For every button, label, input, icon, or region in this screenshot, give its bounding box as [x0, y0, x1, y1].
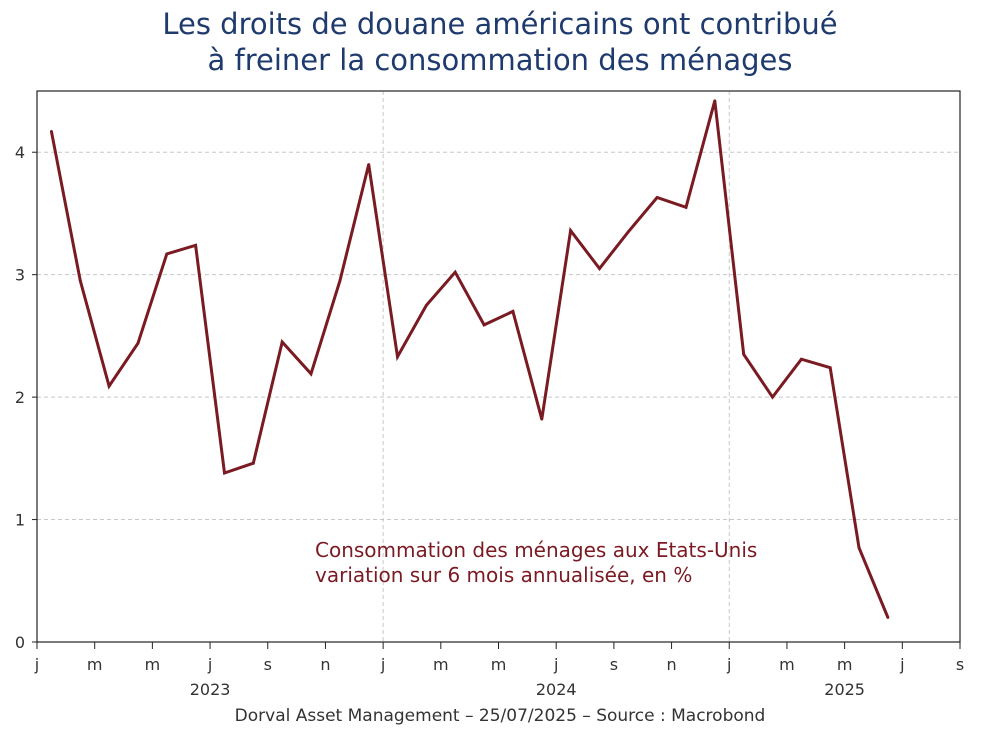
data-point	[309, 372, 313, 376]
x-tick-label: s	[610, 655, 618, 674]
data-point	[136, 341, 140, 345]
data-point	[569, 229, 573, 232]
data-point	[482, 323, 486, 327]
data-point	[223, 471, 226, 475]
x-tick-label: j	[207, 655, 212, 674]
annotation-line-2: variation sur 6 mois annualisée, en %	[315, 563, 692, 587]
x-axis: j m m j s n j m m j s n j m m j s 2023 2024 2025	[34, 642, 964, 699]
data-point	[424, 303, 428, 307]
x-tick-label: j	[726, 655, 731, 674]
year-label: 2024	[536, 680, 577, 699]
x-tick-label: n	[666, 655, 676, 674]
data-point	[626, 230, 630, 234]
x-tick-label: s	[264, 655, 272, 674]
y-tick-label: 3	[15, 266, 25, 285]
data-point	[828, 366, 832, 370]
data-point	[540, 417, 544, 421]
x-tick-label: m	[779, 655, 795, 674]
annotation: Consommation des ménages aux Etats-Unis …	[315, 538, 757, 587]
data-point	[857, 546, 861, 550]
data-point	[684, 205, 688, 209]
year-label: 2023	[190, 680, 231, 699]
data-point	[194, 243, 198, 247]
y-axis: 0 1 2 3 4	[15, 143, 37, 652]
series-group	[49, 99, 890, 619]
data-point	[251, 461, 255, 465]
x-tick-label: m	[433, 655, 449, 674]
x-tick-label: m	[87, 655, 103, 674]
data-point	[511, 310, 515, 313]
year-label: 2025	[824, 680, 865, 699]
data-point	[107, 384, 111, 388]
x-tick-label: m	[145, 655, 161, 674]
series-line	[49, 100, 890, 619]
data-point	[396, 355, 399, 359]
x-tick-label: j	[380, 655, 385, 674]
data-point	[165, 252, 169, 256]
x-tick-label: m	[491, 655, 507, 674]
y-tick-label: 4	[15, 143, 25, 162]
data-point	[886, 616, 890, 619]
annotation-line-1: Consommation des ménages aux Etats-Unis	[315, 538, 757, 562]
x-tick-label: s	[956, 655, 964, 674]
gridlines	[37, 91, 960, 642]
data-point	[713, 99, 717, 103]
data-point	[742, 352, 746, 356]
data-point	[50, 130, 53, 133]
data-point	[799, 357, 803, 361]
data-point	[78, 279, 82, 283]
data-point	[280, 340, 284, 344]
x-tick-label: j	[899, 655, 904, 674]
data-point	[655, 196, 659, 199]
y-tick-label: 2	[15, 388, 25, 407]
x-tick-label: m	[837, 655, 853, 674]
y-tick-label: 0	[15, 633, 25, 652]
x-tick-label: j	[34, 655, 39, 674]
data-point	[367, 163, 371, 166]
chart-title-line-1: Les droits de douane américains ont cont…	[162, 7, 838, 41]
y-tick-label: 1	[15, 511, 25, 530]
footer-source: Dorval Asset Management – 25/07/2025 – S…	[234, 706, 766, 726]
x-tick-label: n	[320, 655, 330, 674]
data-point	[598, 267, 601, 270]
x-tick-label: j	[553, 655, 558, 674]
chart-title-line-2: à freiner la consommation des ménages	[207, 43, 793, 77]
chart-title: Les droits de douane américains ont cont…	[0, 6, 1000, 78]
data-point	[771, 395, 774, 399]
data-point	[338, 279, 342, 283]
data-point	[453, 270, 457, 274]
